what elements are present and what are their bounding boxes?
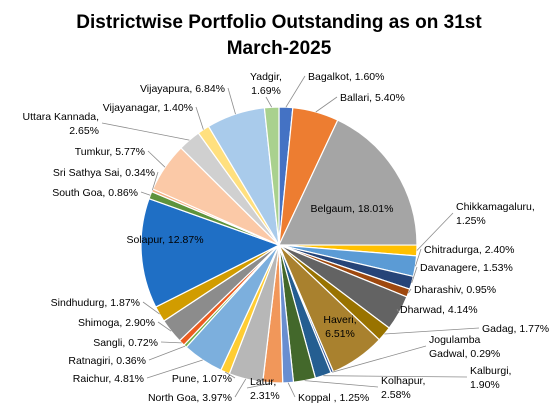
leader-line	[224, 371, 236, 379]
leader-line	[416, 212, 454, 251]
chart-title-line-1: Districtwise Portfolio Outstanding as on…	[76, 12, 482, 33]
data-label-solapur: Solapur, 12.87%	[126, 234, 203, 246]
data-labels: Bagalkot, 1.60% Ballari, 5.40% Belgaum, 18…	[23, 71, 550, 404]
data-label-ratnagiri: Ratnagiri, 0.36%	[68, 355, 146, 367]
data-label-uttara-kannada: Uttara Kannada, 2.65%	[23, 111, 99, 137]
leader-line	[157, 321, 172, 332]
leader-line	[146, 359, 203, 379]
data-label-ballari: Ballari, 5.40%	[340, 92, 405, 104]
data-label-dharashiv: Dharashiv, 0.95%	[414, 284, 496, 296]
data-label-bagalkot: Bagalkot, 1.60%	[308, 71, 384, 83]
leader-line	[151, 171, 159, 191]
leader-line	[396, 308, 400, 314]
data-label-jogulamba-gadwal: Jogulamba Gadwal, 0.29%	[429, 334, 500, 360]
data-label-vijayapura: Vijayapura, 6.84%	[140, 83, 225, 95]
data-label-kolhapur: Kolhapur, 2.58%	[381, 375, 425, 401]
data-label-koppal: Koppal , 1.25%	[298, 392, 369, 404]
data-label-shimoga: Shimoga, 2.90%	[78, 317, 155, 329]
leader-line	[101, 122, 190, 141]
pie-slice-solapur	[140, 197, 281, 308]
leader-lines	[101, 75, 480, 398]
data-label-yadgir: Yadgir, 1.69%	[250, 71, 282, 97]
data-label-sri-sathya-sai: Sri Sathya Sai, 0.34%	[53, 167, 155, 179]
leader-line	[142, 301, 160, 315]
data-label-chikkamagaluru: Chikkamagaluru, 1.25%	[456, 201, 535, 227]
leader-line	[285, 75, 306, 108]
data-label-latur: Latur, 2.31%	[250, 376, 280, 402]
data-label-sangli: Sangli, 0.72%	[93, 337, 158, 349]
leader-line	[234, 378, 247, 398]
data-label-davanagere: Davanagere, 1.53%	[420, 262, 513, 274]
leader-line	[411, 266, 418, 284]
data-label-haveri: Haveri, 6.51%	[323, 314, 356, 340]
leader-line	[315, 96, 338, 113]
data-label-gadag: Gadag, 1.77%	[482, 323, 549, 335]
data-label-pune: Pune, 1.07%	[172, 373, 232, 385]
data-label-sindhudurg: Sindhudurg, 1.87%	[51, 297, 140, 309]
data-label-vijayanagar: Vijayanagar, 1.40%	[103, 102, 193, 114]
data-label-chitradurga: Chitradurga, 2.40%	[424, 244, 514, 256]
leader-line	[304, 380, 379, 388]
leader-line	[227, 87, 236, 115]
leader-line	[140, 191, 151, 196]
data-label-dharwad: Dharwad, 4.14%	[400, 304, 478, 316]
leader-line	[287, 382, 296, 398]
data-label-raichur: Raichur, 4.81%	[73, 373, 144, 385]
chart-title-line-2: March-2025	[227, 38, 332, 59]
leader-line	[384, 327, 480, 335]
pie-slice-belgaum	[278, 119, 418, 246]
leader-line	[323, 375, 468, 378]
leader-line	[415, 248, 422, 267]
leader-line	[148, 345, 186, 361]
leader-line	[246, 382, 273, 389]
data-label-north-goa: North Goa, 3.97%	[148, 392, 232, 404]
leader-line	[408, 288, 412, 294]
leader-line	[332, 345, 427, 373]
pie-slices	[140, 106, 418, 384]
data-label-south-goa: South Goa, 0.86%	[52, 187, 138, 199]
leader-line	[160, 341, 182, 344]
data-label-tumkur: Tumkur, 5.77%	[75, 146, 145, 158]
leader-line	[265, 96, 273, 108]
data-label-kalburgi: Kalburgi, 1.90%	[470, 365, 511, 391]
leader-line	[147, 150, 166, 168]
data-label-belgaum: Belgaum, 18.01%	[311, 203, 394, 215]
leader-line	[195, 106, 204, 130]
